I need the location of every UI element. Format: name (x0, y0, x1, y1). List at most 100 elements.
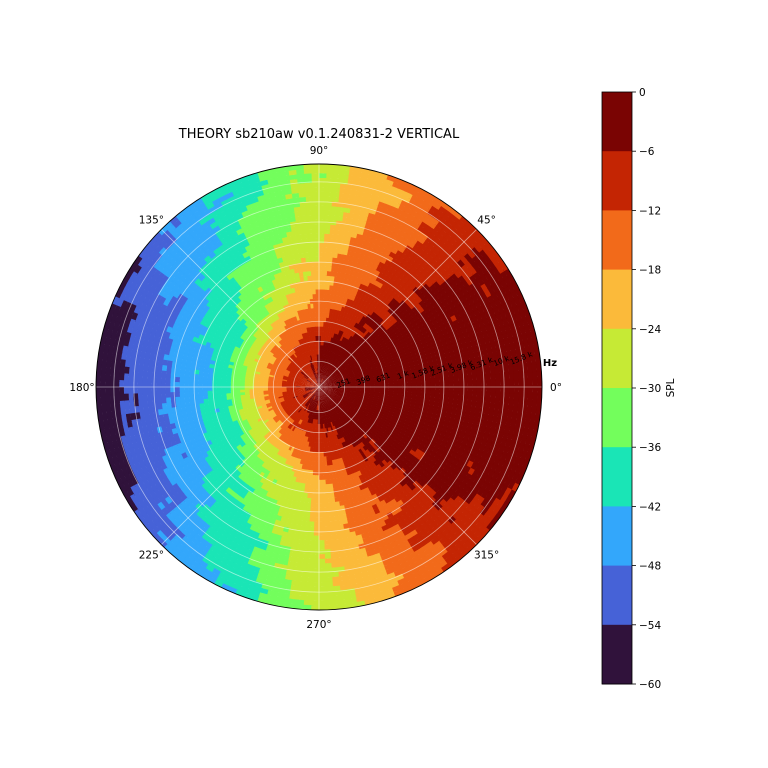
contour-cell (323, 368, 326, 374)
contour-cell (319, 377, 321, 383)
contour-cell (313, 395, 316, 401)
contour-cell (321, 368, 323, 374)
contour-cell (327, 390, 333, 393)
contour-cell (430, 385, 436, 392)
contour-cell (319, 372, 321, 378)
contour-cell (303, 400, 308, 406)
contour-cell (309, 384, 315, 387)
contour-cell (333, 398, 338, 402)
contour-cell (327, 372, 332, 377)
contour-cell (300, 380, 307, 383)
contour-cell (327, 365, 331, 371)
contour-cell (319, 377, 320, 383)
contour-cell (323, 388, 329, 391)
contour-cell (324, 369, 328, 375)
contour-cell (309, 385, 315, 387)
contour-cell (330, 394, 336, 398)
contour-cell (320, 377, 322, 383)
contour-cell (329, 367, 334, 373)
contour-cell (317, 391, 319, 397)
contour-cell (327, 391, 332, 394)
contour-cell (332, 399, 337, 404)
contour-cell (300, 372, 305, 376)
contour-cell (327, 371, 331, 377)
contour-cell (328, 388, 334, 391)
contour-cell (317, 396, 319, 402)
contour-cell (315, 395, 317, 402)
contour-cell (331, 391, 338, 394)
contour-cell (319, 377, 322, 383)
contour-cell (310, 394, 314, 400)
contour-cell (314, 405, 317, 411)
contour-cell (300, 382, 306, 385)
contour-cell (333, 397, 339, 402)
contour-cell (337, 390, 343, 393)
contour-cell (331, 392, 337, 396)
contour-cell (304, 401, 308, 406)
contour-cell (309, 385, 315, 387)
contour-cell (322, 368, 325, 374)
contour-cell (317, 396, 319, 402)
contour-cell (301, 378, 307, 382)
contour-cell (325, 369, 329, 375)
contour-cell (316, 391, 319, 397)
contour-cell (327, 390, 333, 393)
contour-cell (335, 394, 341, 398)
contour-cell (331, 400, 336, 405)
contour-cell (306, 397, 310, 402)
contour-cell (322, 373, 325, 379)
contour-cell (297, 375, 303, 379)
contour-cell (304, 383, 310, 386)
contour-cell (326, 365, 330, 371)
contour-cell (320, 377, 323, 383)
contour-cell (328, 387, 334, 389)
contour-cell (312, 395, 316, 401)
contour-cell (335, 395, 341, 399)
contour-cell (308, 403, 312, 409)
contour-cell (330, 368, 335, 374)
contour-cell (323, 388, 329, 391)
contour-cell (328, 366, 332, 372)
contour-cell (332, 390, 338, 393)
contour-cell (301, 399, 306, 404)
contour-cell (330, 400, 336, 405)
contour-cell (323, 388, 329, 390)
contour-cell (301, 378, 307, 382)
contour-cell (309, 383, 315, 386)
contour-cell (299, 384, 306, 386)
contour-cell (315, 391, 318, 397)
contour-cell (302, 400, 307, 405)
contour-cell (332, 370, 337, 375)
contour-cell (308, 398, 312, 404)
contour-cell (328, 366, 332, 372)
contour-cell (329, 395, 334, 400)
contour-cell (323, 363, 326, 370)
contour-cell (323, 374, 326, 379)
contour-cell (311, 394, 315, 400)
contour-cell (323, 374, 327, 380)
contour-cell (327, 371, 331, 377)
contour-cell (324, 369, 327, 375)
contour-cell (325, 370, 329, 376)
contour-cell (309, 386, 315, 387)
contour-cell (312, 395, 315, 400)
contour-cell (323, 368, 326, 375)
contour-cell (298, 374, 304, 378)
contour-cell (299, 383, 306, 386)
contour-cell (320, 367, 323, 374)
contour-cell (315, 391, 318, 397)
contour-cell (330, 394, 336, 398)
contour-cell (309, 384, 315, 386)
contour-cell (321, 373, 324, 379)
contour-cell (314, 405, 316, 411)
contour-cell (316, 396, 318, 402)
contour-cell (300, 383, 306, 385)
contour-cell (297, 376, 303, 380)
contour-cell (325, 364, 328, 370)
contour-cell (323, 387, 329, 390)
contour-cell (320, 377, 322, 383)
contour-cell (331, 393, 337, 397)
contour-cell (311, 399, 314, 405)
contour-cell (334, 396, 340, 400)
